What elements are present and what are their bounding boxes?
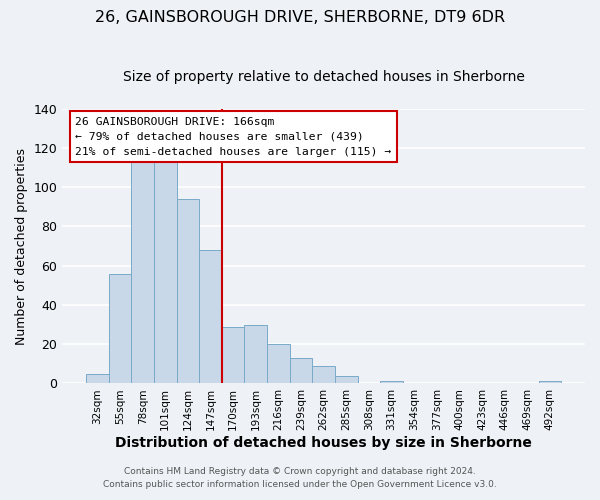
Bar [290, 358, 313, 384]
Text: 26, GAINSBOROUGH DRIVE, SHERBORNE, DT9 6DR: 26, GAINSBOROUGH DRIVE, SHERBORNE, DT9 6… [95, 10, 505, 25]
Bar [154, 158, 176, 384]
Bar [86, 374, 109, 384]
Bar [380, 382, 403, 384]
Text: 26 GAINSBOROUGH DRIVE: 166sqm
← 79% of detached houses are smaller (439)
21% of : 26 GAINSBOROUGH DRIVE: 166sqm ← 79% of d… [76, 117, 392, 156]
Bar [222, 326, 244, 384]
Title: Size of property relative to detached houses in Sherborne: Size of property relative to detached ho… [123, 70, 524, 84]
Bar [335, 376, 358, 384]
Y-axis label: Number of detached properties: Number of detached properties [15, 148, 28, 344]
Bar [109, 274, 131, 384]
Bar [267, 344, 290, 384]
Bar [131, 160, 154, 384]
X-axis label: Distribution of detached houses by size in Sherborne: Distribution of detached houses by size … [115, 436, 532, 450]
Bar [176, 199, 199, 384]
Bar [244, 324, 267, 384]
Bar [539, 382, 561, 384]
Text: Contains HM Land Registry data © Crown copyright and database right 2024.
Contai: Contains HM Land Registry data © Crown c… [103, 468, 497, 489]
Bar [313, 366, 335, 384]
Bar [199, 250, 222, 384]
